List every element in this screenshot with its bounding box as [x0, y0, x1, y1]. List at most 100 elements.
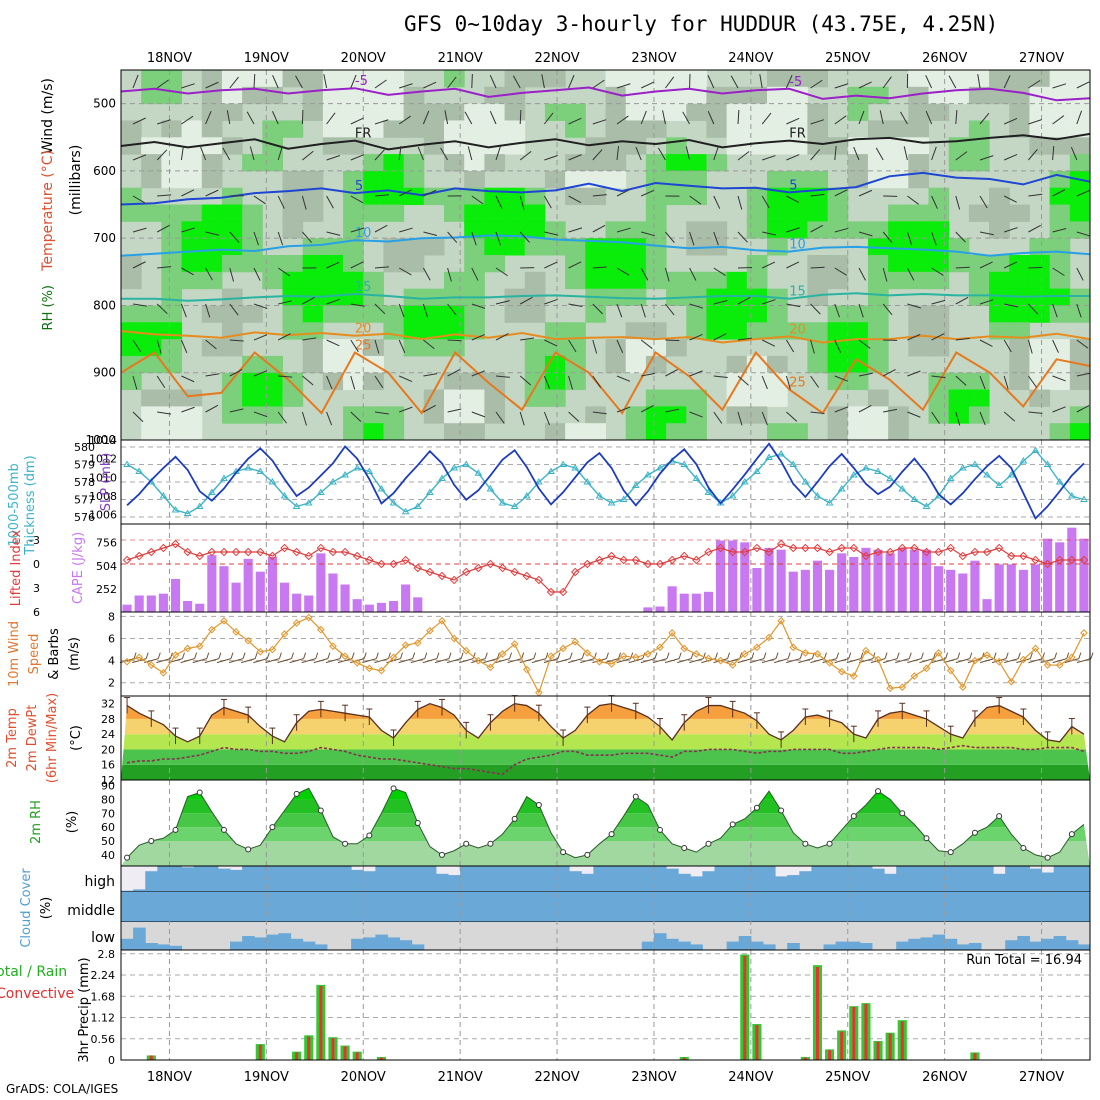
- cloud-cell: [835, 941, 849, 950]
- rh-cell: [625, 355, 647, 374]
- rh-cell: [201, 170, 223, 189]
- wind-barb-flag: [569, 652, 573, 659]
- cloud-cell: [738, 866, 752, 892]
- upper-wind-barb: [181, 406, 195, 413]
- precip-tick-label: 2.24: [91, 969, 116, 982]
- lifted-point: [546, 587, 556, 597]
- wind-barb-flag: [787, 652, 791, 659]
- precip-convective-bar: [888, 1033, 892, 1060]
- wind-barb: [301, 658, 316, 664]
- temp-tick-label: 12: [101, 774, 115, 787]
- rh-cell: [322, 355, 344, 374]
- upper-wind-barb: [955, 110, 958, 125]
- rh-cell: [1049, 170, 1071, 189]
- rh-cell: [888, 423, 909, 441]
- rh-cell: [1049, 103, 1071, 121]
- upper-wind-barb: [326, 339, 340, 347]
- upper-wind-barb: [931, 231, 937, 246]
- upper-wind-barb: [834, 227, 849, 233]
- rh-cell: [746, 389, 768, 407]
- rh-cell: [524, 70, 546, 88]
- upper-wind-barb: [834, 339, 842, 353]
- upper-wind-barb: [399, 406, 413, 413]
- lifted-point: [789, 543, 798, 553]
- lifted-point: [958, 551, 968, 561]
- isotherm-label: FR: [355, 127, 372, 142]
- cloud-cell: [145, 892, 158, 922]
- rh-cell: [363, 103, 384, 121]
- wind-barb-flag: [266, 652, 270, 659]
- rh-cell: [161, 322, 183, 340]
- lifted-point: [704, 547, 713, 557]
- upper-wind-barb: [253, 411, 268, 418]
- cloud-cell: [254, 866, 267, 892]
- cloud-cell: [399, 892, 413, 922]
- upper-wind-barb: [229, 303, 239, 316]
- rh-cell: [322, 137, 344, 155]
- lifted-point: [898, 543, 907, 553]
- rh-point: [535, 801, 542, 808]
- cloud-cell: [738, 936, 752, 950]
- isotherm-line: [120, 86, 1091, 102]
- rh-cell: [565, 339, 586, 357]
- rh-cell: [867, 322, 889, 340]
- rh-point: [366, 832, 373, 839]
- rh-cell: [302, 255, 324, 273]
- rh-cell: [746, 187, 768, 206]
- upper-wind-barb: [1052, 189, 1066, 197]
- wind-barb-flag: [133, 652, 137, 659]
- upper-wind-barb: [592, 411, 607, 415]
- wind-barb-flag: [836, 652, 840, 659]
- wind-barb: [519, 658, 534, 664]
- upper-wind-barb: [495, 231, 502, 246]
- wind-speed-line: [126, 616, 1085, 695]
- wind-barb: [858, 658, 874, 664]
- temp-line: [126, 702, 1085, 743]
- rh-cell: [706, 154, 728, 172]
- upper-wind-barb: [132, 339, 142, 352]
- lifted-point: [813, 543, 822, 553]
- wind-barb: [1076, 658, 1092, 664]
- wind-speed-point: [801, 649, 810, 657]
- cloud-cell: [1065, 940, 1079, 950]
- upper-wind-barb: [713, 267, 726, 276]
- rh-cell: [444, 322, 465, 340]
- rh-cell: [484, 204, 506, 222]
- rh-cell: [645, 423, 667, 441]
- rh-point: [996, 813, 1003, 820]
- rh-point: [124, 854, 131, 861]
- cape-bar: [861, 547, 871, 612]
- wind-speed-point: [413, 639, 422, 647]
- rh-cell: [464, 406, 485, 424]
- rh-cell: [625, 271, 647, 290]
- cape-bar: [292, 593, 302, 612]
- upper-wind-barb: [156, 149, 168, 161]
- upper-wind-barb: [422, 110, 430, 125]
- upper-wind-barb: [398, 267, 412, 276]
- wind-speed-point: [777, 617, 785, 625]
- wind-barb: [592, 658, 607, 664]
- upper-wind-barb: [761, 261, 776, 269]
- cloud-cell: [326, 892, 340, 922]
- rh-cell: [1009, 103, 1030, 121]
- rh-point: [778, 807, 785, 814]
- rh-cell: [645, 389, 667, 407]
- rh-tick-label: 80: [101, 793, 115, 806]
- rh-cell: [928, 221, 950, 239]
- rh-cell: [888, 221, 909, 239]
- rh-cell: [423, 305, 445, 323]
- rh-cell: [343, 355, 364, 374]
- day-label-top: 21NOV: [438, 51, 483, 66]
- rh-cell: [625, 406, 647, 424]
- cloud-cell: [762, 866, 776, 892]
- precip-convective-bar: [815, 967, 819, 1060]
- rh-cell: [746, 305, 768, 323]
- upper-wind-barb: [374, 149, 385, 161]
- upper-wind-barb: [1028, 303, 1039, 315]
- rh-cell: [989, 221, 1010, 239]
- cloud-cell: [314, 944, 328, 950]
- upper-wind-barb: [249, 146, 255, 161]
- wind-speed-point: [959, 683, 967, 691]
- wind-barb: [446, 658, 462, 664]
- rh-cell: [1009, 305, 1030, 323]
